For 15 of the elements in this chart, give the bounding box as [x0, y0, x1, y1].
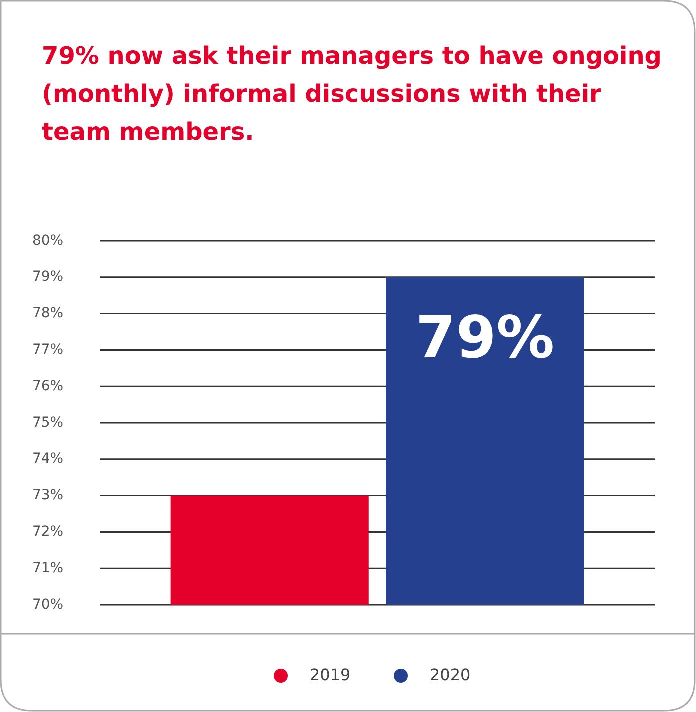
y-tick-label: 72%: [32, 524, 64, 540]
y-tick-label: 73%: [32, 488, 64, 504]
y-tick-label: 70%: [32, 596, 64, 613]
y-tick-label: 77%: [32, 342, 64, 358]
legend-label: 2019: [310, 665, 351, 684]
y-tick-label: 71%: [32, 560, 64, 576]
chart-title: 79% now ask their managers to have ongoing (monthly) informal discussions with their team members.: [42, 42, 662, 146]
y-tick-label: 76%: [32, 378, 64, 394]
y-tick-label: 75%: [32, 414, 64, 431]
y-tick-label: 79%: [32, 269, 64, 286]
y-tick-label: 80%: [32, 232, 64, 249]
data-label: 79%: [416, 303, 555, 372]
y-tick-label: 78%: [32, 306, 64, 322]
y-tick-label: 74%: [32, 451, 64, 468]
legend-label: 2020: [430, 665, 471, 684]
